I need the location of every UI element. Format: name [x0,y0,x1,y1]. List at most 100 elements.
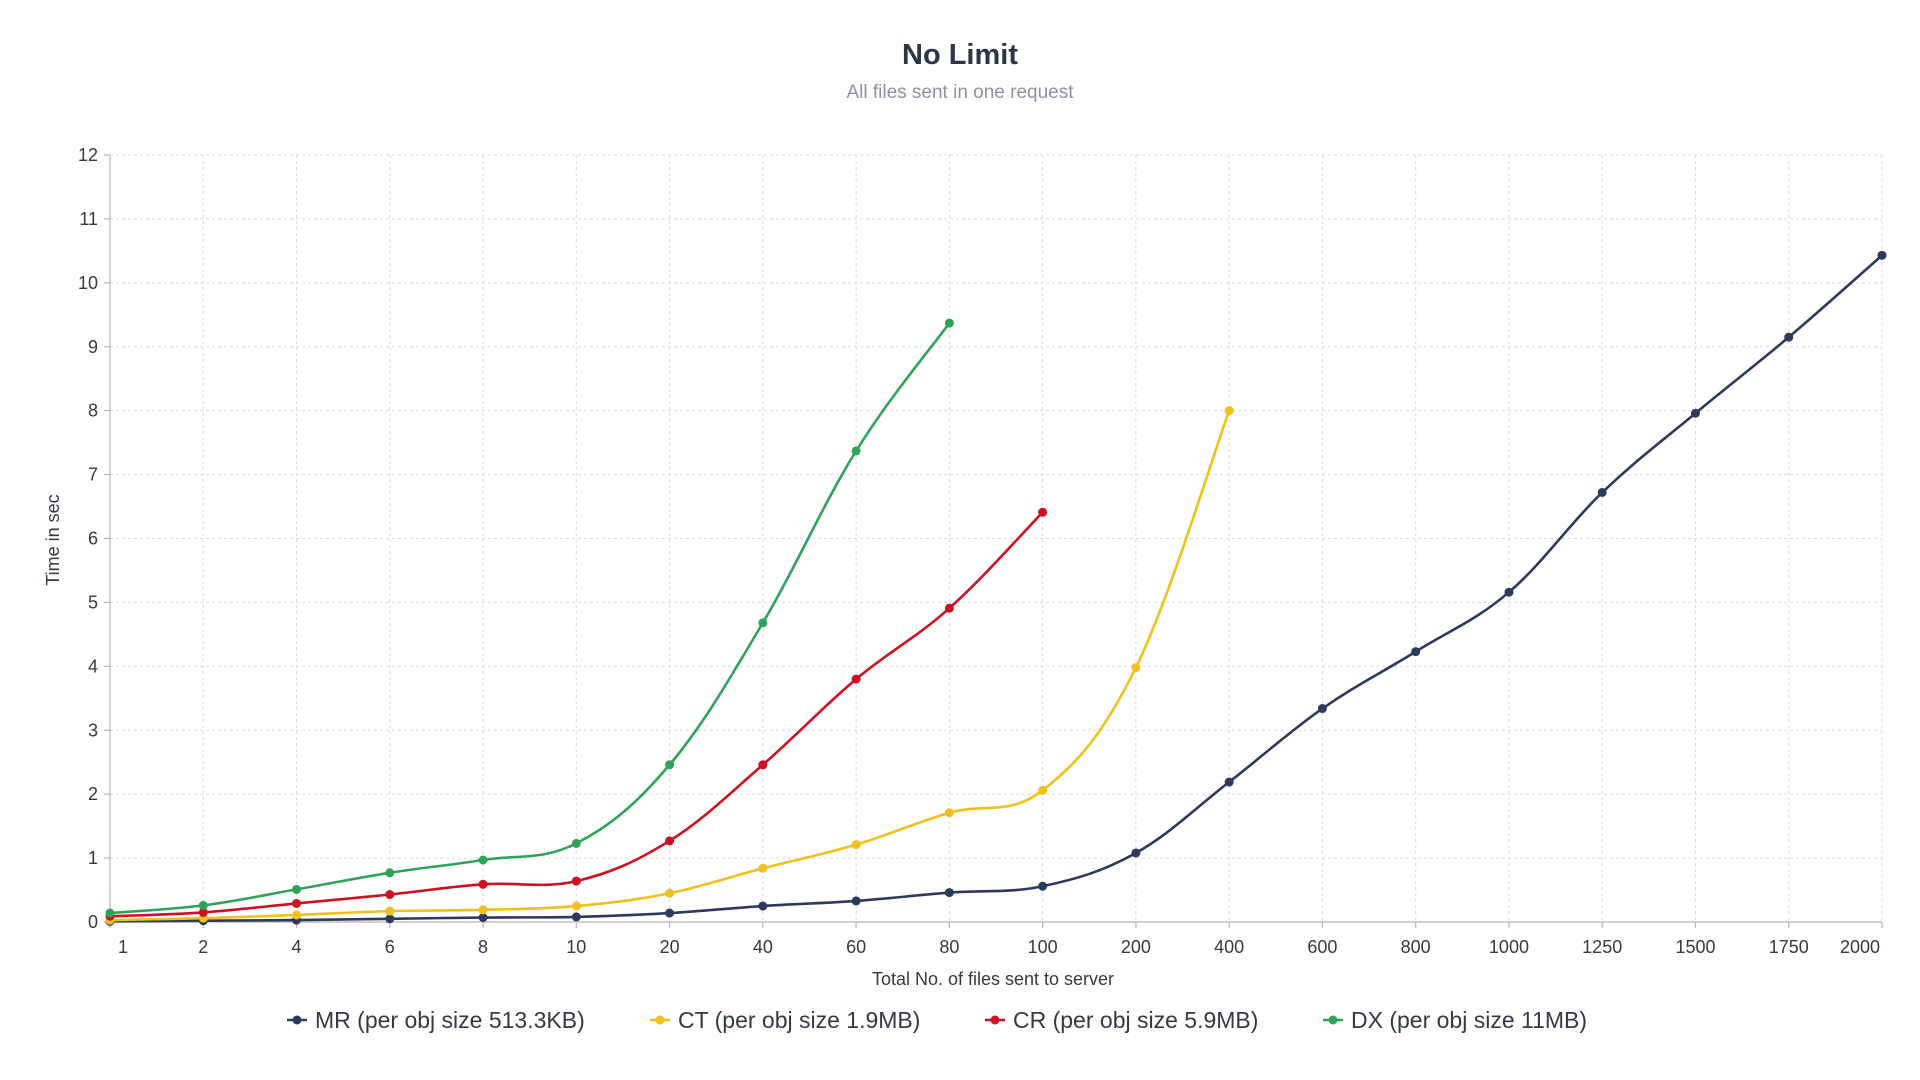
y-tick-label: 9 [88,337,98,357]
data-point[interactable] [478,879,488,889]
series-1 [105,406,1234,925]
data-point[interactable] [851,896,861,906]
data-point[interactable] [1038,881,1048,891]
data-point[interactable] [385,890,395,900]
chart-title: No Limit [902,39,1018,71]
data-point[interactable] [665,888,675,898]
legend-label: DX (per obj size 11MB) [1351,1007,1587,1033]
x-tick-label: 400 [1214,937,1244,957]
legend-item[interactable]: MR (per obj size 513.3KB) [287,1007,585,1033]
x-tick-label: 80 [939,937,959,957]
x-tick-label: 800 [1401,937,1431,957]
data-point[interactable] [665,908,675,918]
y-tick-label: 8 [88,401,98,421]
data-point[interactable] [1877,250,1887,260]
data-point[interactable] [571,901,581,911]
data-point[interactable] [478,913,488,923]
y-tick-label: 4 [88,656,98,676]
data-point[interactable] [1038,785,1048,795]
data-point[interactable] [851,674,861,684]
data-point[interactable] [665,836,675,846]
data-point[interactable] [851,840,861,850]
legend-item[interactable]: DX (per obj size 11MB) [1323,1007,1587,1033]
data-point[interactable] [944,318,954,328]
x-tick-label: 10 [566,937,586,957]
data-point[interactable] [571,876,581,886]
series-line [108,409,1231,922]
x-tick-label: 1000 [1489,937,1529,957]
x-tick-label: 20 [660,937,680,957]
data-point[interactable] [758,901,768,911]
data-point[interactable] [1411,647,1421,657]
x-axis-title: Total No. of files sent to server [872,969,1114,989]
data-point[interactable] [292,898,302,908]
data-point[interactable] [1504,587,1514,597]
data-point[interactable] [292,884,302,894]
data-point[interactable] [665,760,675,770]
x-tick-label: 200 [1121,937,1151,957]
data-point[interactable] [1224,777,1234,787]
y-tick-label: 6 [88,529,98,549]
data-point[interactable] [1224,406,1234,416]
data-point[interactable] [105,908,115,918]
x-tick-label: 40 [753,937,773,957]
legend-label: CT (per obj size 1.9MB) [678,1007,920,1033]
data-point[interactable] [292,910,302,920]
data-point[interactable] [944,808,954,818]
y-tick-label: 0 [88,912,98,932]
grid [110,154,1883,922]
data-point[interactable] [1038,507,1048,517]
x-tick-label: 4 [292,937,302,957]
data-point[interactable] [385,914,395,924]
y-tick-label: 7 [88,465,98,485]
data-point[interactable] [1784,332,1794,342]
data-point[interactable] [944,603,954,613]
y-tick-label: 1 [88,848,98,868]
series-3 [105,318,954,918]
x-tick-label: 1 [118,937,128,957]
legend-item[interactable]: CR (per obj size 5.9MB) [985,1007,1258,1033]
legend-marker [292,1015,302,1025]
legend-label: CR (per obj size 5.9MB) [1013,1007,1258,1033]
data-point[interactable] [758,618,768,628]
legend: MR (per obj size 513.3KB) CT (per obj siz… [287,1007,1587,1033]
data-point[interactable] [198,900,208,910]
y-tick-label: 12 [78,145,98,165]
data-point[interactable] [758,863,768,873]
legend-label: MR (per obj size 513.3KB) [315,1007,585,1033]
data-point[interactable] [758,760,768,770]
x-tick-label: 1500 [1675,937,1715,957]
x-tick-label: 6 [385,937,395,957]
series-line [108,321,951,915]
data-point[interactable] [478,855,488,865]
series-layer [105,250,1887,926]
data-point[interactable] [571,912,581,922]
x-tick-label: 60 [846,937,866,957]
x-tick-label: 1250 [1582,937,1622,957]
x-tick-label: 2 [198,937,208,957]
data-point[interactable] [1597,487,1607,497]
data-point[interactable] [198,907,208,917]
legend-marker [990,1015,1000,1025]
y-tick-label: 10 [78,273,98,293]
data-point[interactable] [478,905,488,915]
data-point[interactable] [1317,704,1327,714]
data-point[interactable] [1690,408,1700,418]
y-tick-label: 2 [88,784,98,804]
data-point[interactable] [1131,848,1141,858]
data-point[interactable] [385,906,395,916]
data-point[interactable] [944,888,954,898]
data-point[interactable] [851,446,861,456]
data-point[interactable] [1131,663,1141,673]
data-point[interactable] [385,868,395,878]
x-tick-label: 2000 [1840,937,1880,957]
series-2 [105,507,1048,921]
y-tick-label: 5 [88,592,98,612]
legend-item[interactable]: CT (per obj size 1.9MB) [650,1007,920,1033]
x-tick-label: 100 [1028,937,1058,957]
y-axis-title: Time in sec [43,494,63,585]
series-line [108,254,1884,923]
data-point[interactable] [571,838,581,848]
